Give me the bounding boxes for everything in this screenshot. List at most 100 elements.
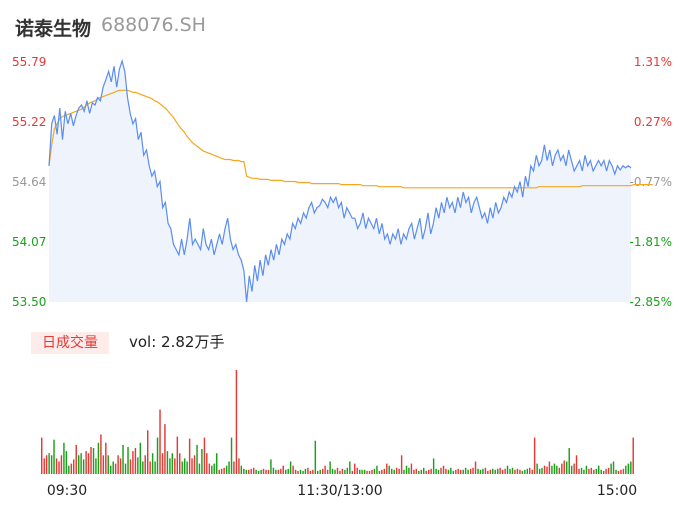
volume-bar — [154, 461, 156, 474]
volume-bar — [588, 468, 590, 474]
volume-bar — [206, 453, 208, 474]
volume-bar — [322, 468, 324, 474]
volume-bar — [312, 469, 314, 474]
volume-bar — [156, 437, 159, 474]
volume-bar — [543, 465, 546, 474]
volume-bar — [87, 453, 90, 474]
volume-bar — [161, 453, 164, 474]
volume-bar — [243, 468, 245, 474]
volume-bar — [201, 449, 203, 474]
volume-bar — [452, 470, 455, 474]
volume-bar — [558, 467, 561, 474]
volume-bar — [41, 437, 43, 474]
volume-bar — [435, 468, 437, 474]
volume-bar — [418, 470, 420, 474]
volume-bar — [230, 437, 233, 474]
y-tick-right: -1.81% — [630, 235, 672, 249]
volume-bar — [203, 437, 206, 474]
volume-bar — [561, 463, 563, 474]
volume-bar — [457, 468, 459, 474]
volume-bar — [612, 461, 615, 474]
volume-bar — [403, 469, 405, 474]
volume-label-badge[interactable]: 日成交量 — [31, 332, 109, 354]
volume-bar — [432, 458, 435, 474]
volume-bar — [294, 469, 297, 474]
volume-bar — [216, 453, 218, 474]
volume-bar — [213, 463, 215, 474]
volume-bar — [220, 468, 223, 474]
volume-bar — [442, 465, 445, 474]
volume-bar — [630, 461, 632, 474]
volume-bar — [363, 469, 366, 474]
y-tick-left: 55.22 — [12, 115, 46, 129]
volume-bar — [430, 468, 432, 474]
volume-bar — [590, 467, 593, 474]
volume-bar — [85, 451, 87, 474]
volume-bar — [600, 469, 602, 474]
volume-bar — [73, 459, 75, 474]
volume-bar — [248, 469, 250, 474]
volume-bar — [410, 463, 413, 474]
volume-bar — [575, 455, 578, 474]
volume-bar — [102, 455, 105, 474]
volume-bar — [169, 458, 171, 474]
volume-bar — [329, 461, 331, 474]
volume-bar — [450, 467, 452, 474]
volume-bar — [489, 469, 492, 474]
volume-bar — [472, 467, 474, 474]
volume-bar — [529, 467, 531, 474]
volume-bar — [548, 461, 551, 474]
volume-bar — [292, 465, 294, 474]
volume-bar — [615, 469, 617, 474]
volume-bar — [302, 470, 304, 474]
volume-bar — [428, 469, 430, 474]
volume-bar — [519, 469, 521, 474]
volume-bar — [511, 467, 514, 474]
volume-bar — [240, 465, 243, 474]
volume-bar — [289, 461, 292, 474]
volume-bar — [147, 430, 149, 474]
volume-bar — [238, 458, 240, 474]
volume-bar — [477, 468, 479, 474]
volume-bar — [484, 467, 487, 474]
volume-bar — [53, 439, 55, 474]
volume-bar — [354, 463, 356, 474]
volume-bar — [368, 470, 371, 474]
volume-bar — [134, 448, 137, 474]
volume-bar — [551, 465, 553, 474]
volume-bar — [346, 467, 349, 474]
volume-bar — [225, 465, 228, 474]
volume-bar — [97, 442, 100, 474]
volume-bar — [267, 469, 270, 474]
volume-bar — [603, 470, 605, 474]
volume-bar — [506, 465, 509, 474]
volume-bar — [228, 461, 230, 474]
volume-bar — [245, 469, 248, 474]
volume-bar — [309, 470, 312, 474]
volume-bar — [297, 470, 299, 474]
volume-bar — [585, 465, 588, 474]
y-tick-right: 1.31% — [634, 55, 672, 69]
volume-bar — [122, 444, 124, 474]
volume-bar — [270, 459, 272, 474]
volume-bar — [533, 437, 536, 474]
volume-bar — [82, 459, 85, 474]
volume-bar — [112, 461, 114, 474]
volume-bar — [208, 463, 211, 474]
volume-bar — [260, 469, 262, 474]
volume-bar — [265, 469, 267, 474]
volume-bar — [386, 463, 388, 474]
y-tick-left: 54.07 — [12, 235, 46, 249]
volume-bar — [359, 469, 361, 474]
volume-bar — [366, 470, 368, 474]
volume-bar — [344, 469, 346, 474]
volume-bar — [415, 468, 418, 474]
volume-bar — [460, 469, 462, 474]
volume-summary: vol: 2.82万手 — [129, 333, 225, 351]
volume-bar — [184, 458, 186, 474]
volume-bar — [538, 468, 541, 474]
volume-bar — [319, 469, 321, 474]
volume-bar — [487, 470, 489, 474]
volume-bar — [423, 467, 425, 474]
volume-bar — [196, 444, 198, 474]
